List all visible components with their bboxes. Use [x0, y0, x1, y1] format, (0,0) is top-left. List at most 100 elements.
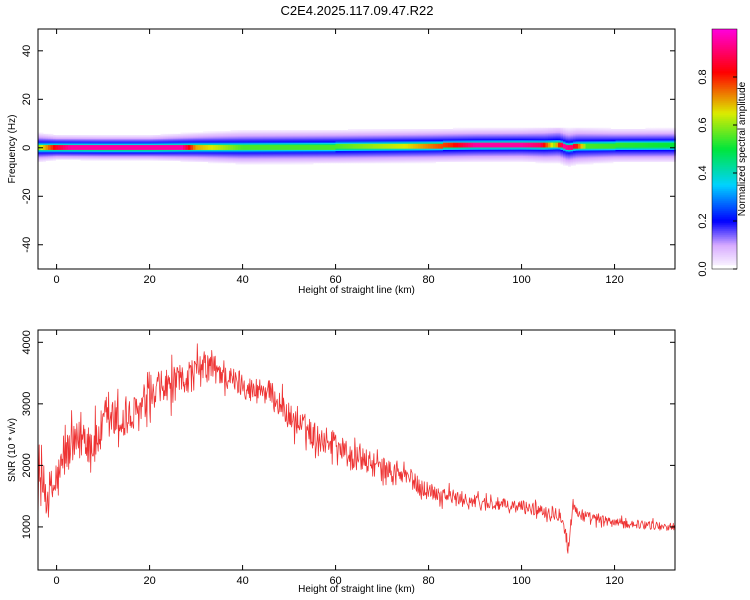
heatmap-cell	[105, 142, 109, 144]
heatmap-cell	[350, 152, 354, 154]
heatmap-cell	[83, 153, 86, 155]
heatmap-cell	[418, 155, 421, 158]
heatmap-cell	[205, 155, 209, 158]
heatmap-cell	[88, 137, 91, 139]
heatmap-cell	[375, 133, 379, 136]
heatmap-cell	[53, 144, 56, 147]
heatmap-cell	[388, 160, 391, 163]
heatmap-cell	[38, 155, 41, 158]
heatmap-cell	[255, 139, 259, 142]
heatmap-cell	[135, 138, 139, 141]
heatmap-cell	[178, 149, 181, 152]
heatmap-cell	[385, 139, 389, 142]
heatmap-cell	[125, 141, 129, 143]
heatmap-cell	[253, 147, 256, 149]
heatmap-cell	[308, 143, 311, 146]
heatmap-cell	[215, 133, 219, 136]
heatmap-cell	[380, 147, 384, 149]
heatmap-cell	[400, 152, 404, 154]
heatmap-cell	[215, 147, 219, 149]
heatmap-cell	[123, 145, 126, 148]
heatmap-cell	[400, 158, 404, 160]
heatmap-cell	[140, 159, 144, 161]
heatmap-cell	[375, 150, 379, 153]
heatmap-cell	[388, 135, 391, 137]
heatmap-cell	[235, 152, 239, 154]
heatmap-cell	[80, 145, 84, 148]
heatmap-cell	[125, 153, 129, 155]
heatmap-cell	[248, 147, 251, 149]
heatmap-cell	[223, 150, 226, 153]
heatmap-cell	[238, 150, 241, 153]
heatmap-cell	[315, 143, 319, 146]
heatmap-cell	[258, 131, 261, 133]
heatmap-cell	[198, 150, 201, 153]
heatmap-cell	[38, 133, 41, 136]
heatmap-cell	[65, 138, 69, 141]
heatmap-cell	[373, 159, 376, 161]
heatmap-cell	[205, 143, 209, 146]
heatmap-cell	[323, 136, 326, 138]
heatmap-cell	[38, 138, 41, 141]
heatmap-cell	[230, 130, 234, 132]
heatmap-cell	[130, 145, 134, 148]
heatmap-cell	[123, 137, 126, 139]
heatmap-cell	[273, 152, 276, 154]
heatmap-cell	[338, 156, 341, 159]
heatmap-cell	[120, 138, 124, 141]
heatmap-cell	[128, 138, 131, 141]
heatmap-cell	[190, 152, 194, 154]
heatmap-cell	[263, 148, 266, 150]
heatmap-cell	[173, 152, 176, 154]
heatmap-cell	[110, 137, 114, 139]
heatmap-cell	[290, 135, 294, 137]
heatmap-cell	[255, 162, 259, 165]
heatmap-cell	[410, 152, 414, 154]
heatmap-cell	[178, 154, 181, 156]
heatmap-cell	[180, 156, 184, 159]
heatmap-cell	[345, 161, 349, 164]
heatmap-cell	[180, 133, 184, 136]
heatmap-cell	[108, 149, 111, 152]
heatmap-cell	[105, 135, 109, 137]
heatmap-cell	[393, 147, 396, 149]
heatmap-cell	[403, 149, 406, 152]
heatmap-cell	[415, 143, 419, 146]
heatmap-cell	[188, 159, 191, 161]
heatmap-cell	[260, 152, 264, 154]
heatmap-cell	[380, 155, 384, 158]
heatmap-cell	[50, 145, 54, 148]
heatmap-cell	[233, 131, 236, 133]
heatmap-cell	[275, 133, 279, 136]
heatmap-cell	[268, 152, 271, 154]
heatmap-cell	[378, 132, 381, 135]
heatmap-cell	[108, 136, 111, 138]
heatmap-cell	[98, 135, 101, 137]
heatmap-cell	[165, 136, 169, 138]
heatmap-cell	[220, 142, 224, 144]
heatmap-cell	[165, 154, 169, 156]
heatmap-cell	[378, 133, 381, 136]
heatmap-cell	[158, 148, 161, 150]
heatmap-cell	[208, 152, 211, 154]
heatmap-cell	[198, 137, 201, 139]
heatmap-cell	[325, 135, 329, 137]
heatmap-cell	[265, 143, 269, 146]
heatmap-cell	[120, 150, 124, 153]
heatmap-cell	[338, 133, 341, 136]
heatmap-cell	[358, 130, 361, 132]
heatmap-cell	[83, 155, 86, 158]
heatmap-cell	[100, 149, 104, 152]
heatmap-cell	[275, 131, 279, 133]
heatmap-cell	[348, 136, 351, 138]
heatmap-cell	[395, 147, 399, 149]
heatmap-cell	[160, 156, 164, 159]
heatmap-cell	[60, 144, 64, 147]
heatmap-cell	[75, 147, 79, 149]
heatmap-cell	[105, 150, 109, 153]
heatmap-cell	[188, 153, 191, 155]
heatmap-cell	[110, 139, 114, 142]
heatmap-cell	[68, 142, 71, 144]
heatmap-cell	[103, 144, 106, 147]
heatmap-cell	[148, 150, 151, 153]
